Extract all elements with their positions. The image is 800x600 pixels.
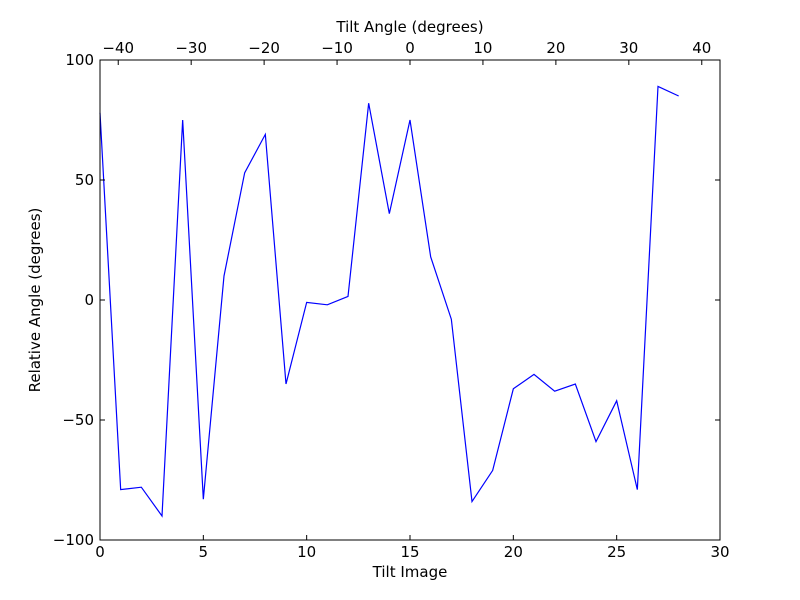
top-x-tick-label: 30 (619, 39, 638, 57)
x-tick-label: 20 (504, 543, 523, 561)
y-tick-label: −50 (62, 411, 94, 429)
y-tick-label: 0 (84, 291, 94, 309)
top-x-tick-label: 10 (473, 39, 492, 57)
y-tick-label: 100 (65, 51, 94, 69)
top-x-tick-label: −40 (102, 39, 134, 57)
top-x-tick-label: 40 (692, 39, 711, 57)
y-axis-label: Relative Angle (degrees) (26, 208, 44, 393)
top-x-tick-label: −10 (321, 39, 353, 57)
top-x-tick-label: 20 (546, 39, 565, 57)
x-tick-label: 30 (710, 543, 729, 561)
x-tick-label: 25 (607, 543, 626, 561)
x-axis-label: Tilt Image (372, 563, 448, 581)
y-tick-label: 50 (75, 171, 94, 189)
top-x-tick-label: 0 (405, 39, 415, 57)
y-tick-label: −100 (53, 531, 94, 549)
x-tick-label: 15 (400, 543, 419, 561)
x-tick-label: 10 (297, 543, 316, 561)
top-x-tick-label: −30 (175, 39, 207, 57)
series-line (99, 85, 679, 518)
x-tick-label: 5 (199, 543, 209, 561)
x-tick-label: 0 (95, 543, 105, 561)
tick-marks (99, 59, 721, 541)
top-x-axis-label: Tilt Angle (degrees) (335, 18, 483, 36)
chart-marks (99, 85, 679, 518)
top-x-tick-label: −20 (248, 39, 280, 57)
